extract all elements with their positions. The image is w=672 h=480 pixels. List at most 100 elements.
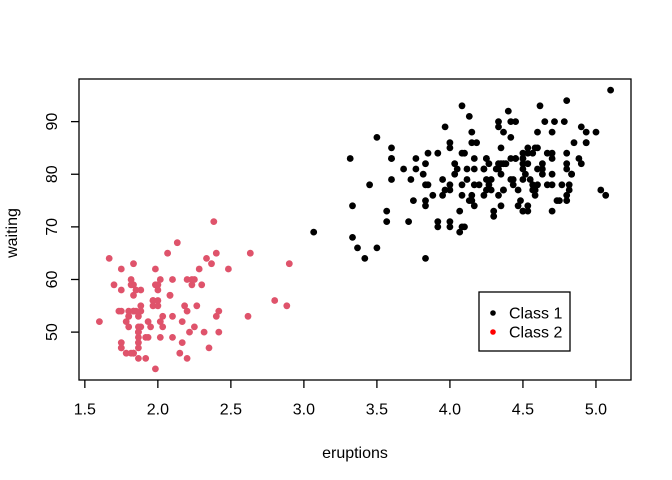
data-point-class1 (463, 165, 471, 173)
data-point-class2 (144, 318, 152, 325)
data-point-class1 (548, 207, 556, 215)
data-point-class2 (152, 281, 159, 289)
data-point-class1 (512, 155, 519, 162)
data-point-class1 (509, 181, 517, 189)
data-point-class1 (563, 97, 571, 104)
data-point-class1 (507, 176, 515, 183)
data-point-class1 (373, 244, 381, 252)
data-point-class1 (483, 176, 490, 183)
data-point-class2 (178, 339, 186, 346)
y-tick-label: 50 (44, 323, 61, 341)
data-point-class2 (135, 334, 142, 341)
data-point-class2 (169, 312, 176, 320)
data-point-class1 (412, 165, 420, 173)
data-point-class2 (147, 323, 155, 331)
data-point-class2 (212, 249, 220, 257)
data-point-class2 (244, 312, 252, 320)
data-point-class1 (446, 139, 454, 147)
data-point-class1 (526, 176, 534, 183)
data-point-class2 (159, 312, 167, 320)
data-point-class2 (283, 302, 291, 310)
data-point-class1 (424, 149, 432, 157)
data-point-class1 (349, 234, 356, 241)
data-point-class1 (524, 144, 532, 152)
data-point-class1 (531, 191, 539, 199)
data-point-class1 (434, 149, 442, 157)
data-point-class2 (225, 265, 232, 273)
data-point-class1 (597, 186, 605, 194)
data-point-class1 (480, 165, 488, 173)
data-point-class2 (200, 328, 208, 336)
data-point-class1 (495, 191, 502, 199)
data-point-class2 (159, 323, 167, 331)
data-point-class2 (183, 307, 191, 315)
data-point-class1 (514, 186, 522, 194)
data-point-class1 (514, 202, 522, 210)
data-point-class2 (135, 339, 142, 346)
data-point-class1 (490, 207, 498, 215)
data-point-class1 (563, 165, 571, 173)
y-tick-label: 90 (44, 113, 61, 131)
data-point-class2 (188, 281, 196, 289)
data-point-class1 (524, 160, 532, 168)
data-point-class1 (577, 160, 585, 168)
data-point-class1 (473, 139, 480, 147)
data-point-class1 (388, 144, 395, 152)
data-point-class1 (560, 118, 568, 125)
y-tick-label: 70 (44, 218, 61, 236)
data-point-class1 (441, 123, 449, 131)
data-point-class2 (154, 297, 162, 304)
data-point-class1 (470, 155, 478, 162)
data-point-class1 (565, 186, 573, 194)
data-point-class2 (203, 255, 210, 262)
data-point-class2 (137, 302, 145, 310)
data-point-class1 (543, 149, 551, 157)
data-point-class2 (149, 302, 157, 310)
data-point-class1 (361, 255, 369, 262)
data-point-class1 (373, 134, 381, 141)
data-point-class2 (154, 286, 162, 294)
data-point-class1 (534, 181, 541, 189)
data-point-class1 (517, 197, 524, 205)
data-point-class1 (548, 181, 556, 189)
data-point-class2 (125, 307, 133, 315)
x-tick-label: 2.0 (147, 402, 169, 419)
data-point-class2 (122, 349, 130, 357)
y-tick-label: 60 (44, 270, 61, 288)
plot-border (78, 78, 632, 381)
data-point-class2 (110, 281, 118, 289)
data-point-class1 (441, 186, 449, 194)
data-point-class2 (117, 307, 125, 315)
x-tick-label: 3.5 (366, 402, 388, 419)
data-point-class1 (422, 160, 429, 168)
data-point-class1 (556, 197, 563, 205)
data-point-class1 (468, 191, 476, 199)
data-point-class2 (183, 276, 191, 283)
data-point-class1 (407, 176, 415, 183)
x-tick-label: 2.5 (220, 402, 242, 419)
data-point-class2 (191, 276, 198, 283)
data-point-class2 (156, 318, 164, 325)
data-point-class2 (215, 328, 223, 336)
data-point-class1 (349, 202, 356, 210)
data-point-class1 (483, 186, 490, 194)
data-point-class2 (135, 355, 142, 362)
data-point-class1 (548, 155, 556, 162)
data-point-class1 (500, 160, 507, 168)
data-point-class2 (181, 302, 189, 310)
data-point-class2 (169, 276, 176, 283)
data-point-class1 (519, 155, 527, 162)
data-point-class1 (548, 170, 556, 178)
x-axis-title: eruptions (322, 445, 388, 462)
data-point-class1 (524, 202, 532, 210)
data-point-class1 (412, 155, 420, 162)
data-point-class1 (485, 160, 493, 168)
data-point-class1 (541, 118, 549, 125)
data-point-class2 (132, 307, 140, 315)
data-point-class1 (500, 186, 507, 194)
data-point-class1 (400, 165, 407, 173)
data-point-class1 (405, 218, 412, 226)
data-point-class2 (195, 265, 203, 273)
data-point-class1 (422, 255, 429, 262)
